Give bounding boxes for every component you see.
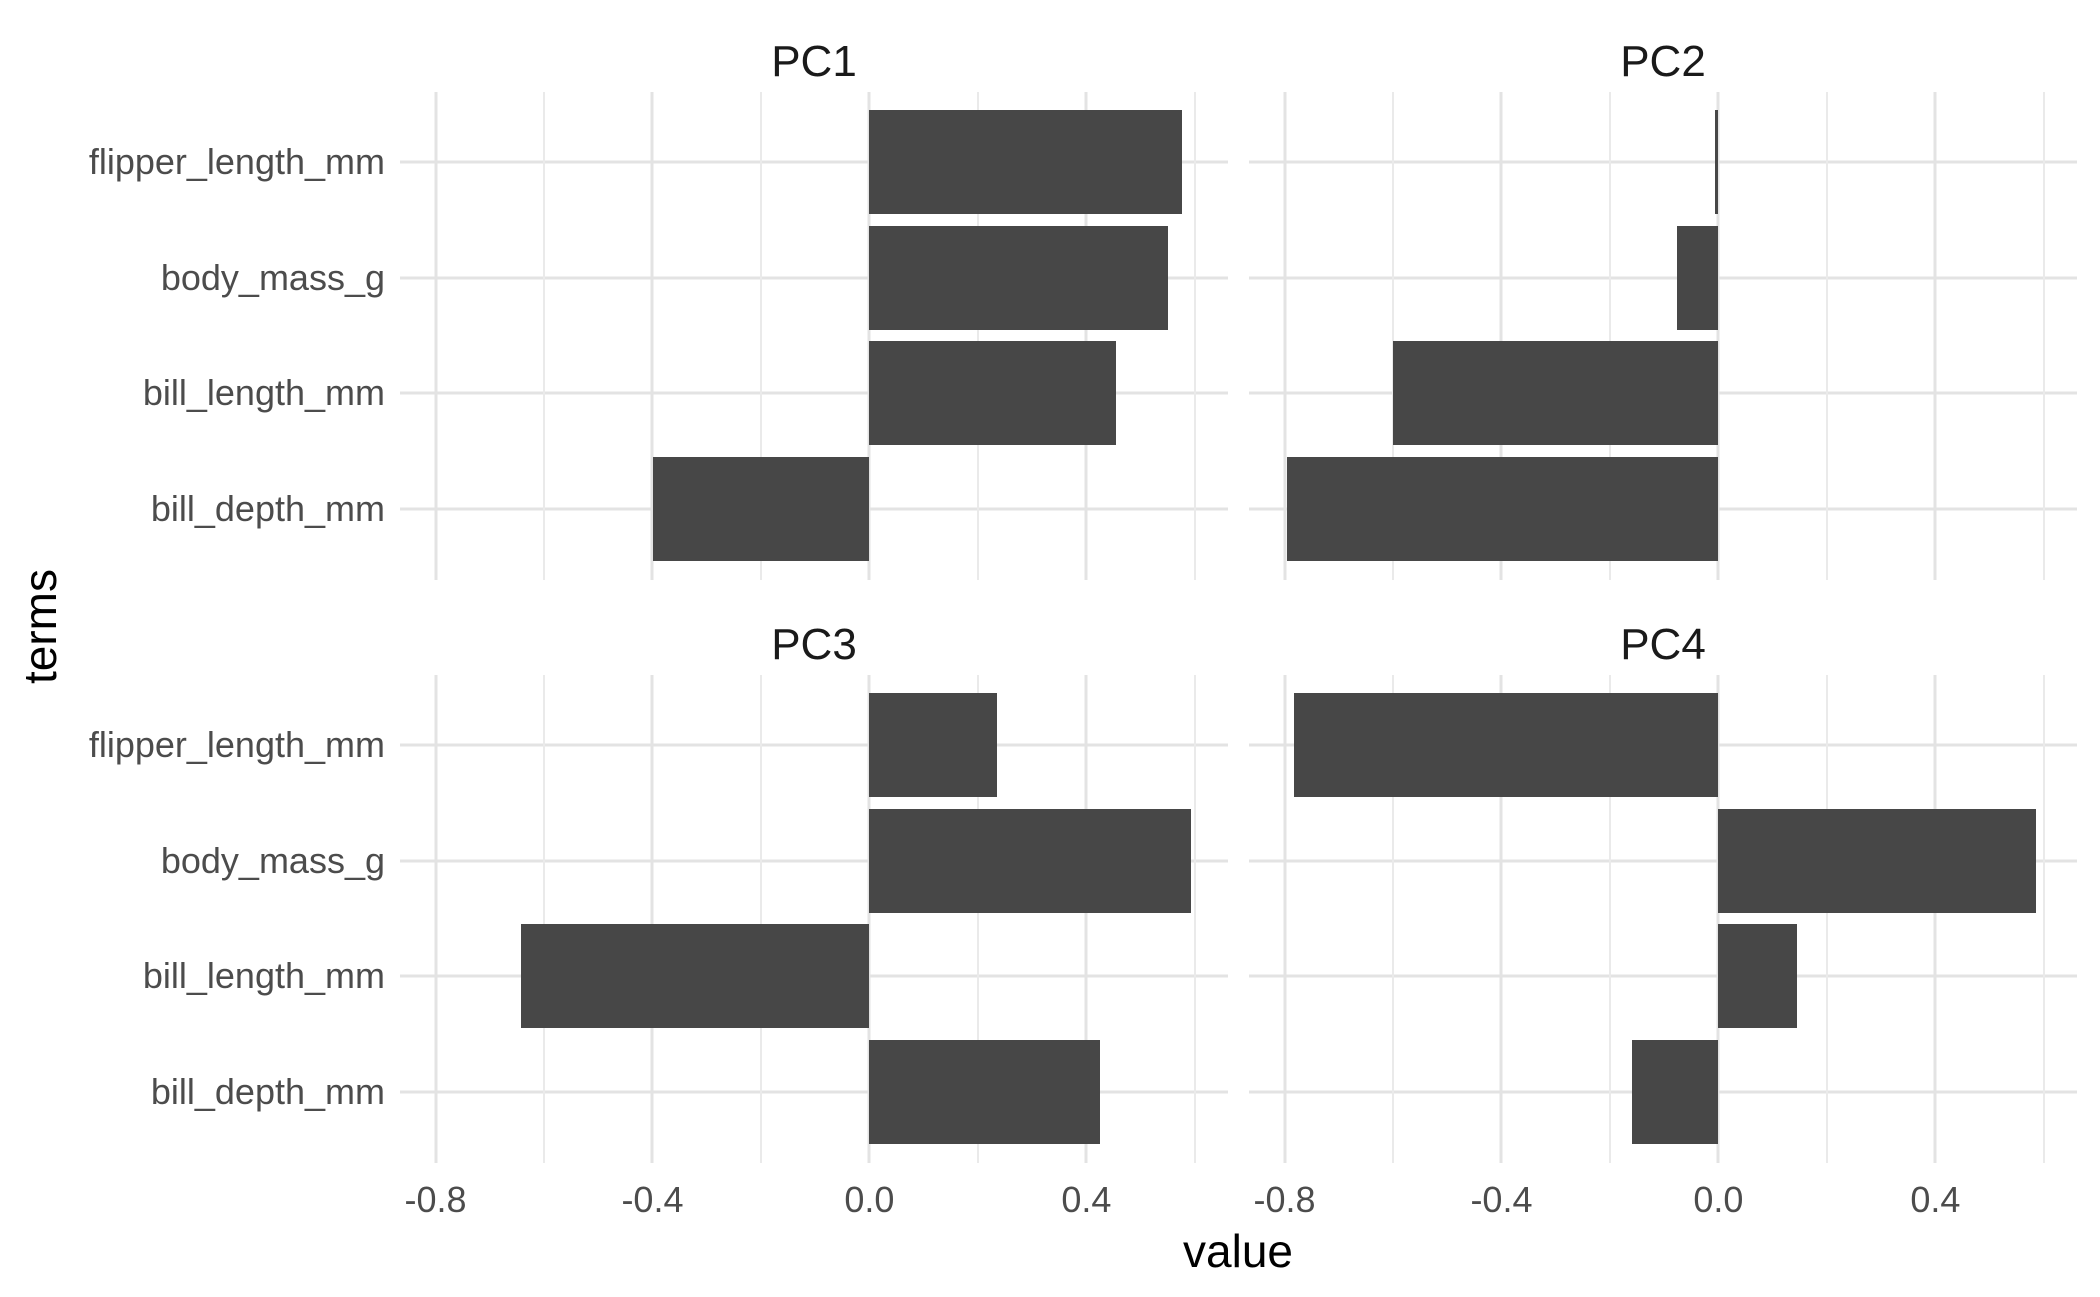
gridline-major-y [400,859,1228,863]
y-axis-category-label: flipper_length_mm [88,140,385,182]
x-tick-label: 0.0 [844,1179,895,1220]
bar-PC3-bill_length_mm [521,923,870,1028]
gridline-minor-x [759,675,762,1163]
y-axis-category-label: body_mass_g [160,256,385,298]
gridline-major-x [1716,675,1720,1163]
gridline-major-y [1249,276,2077,280]
gridline-major-x [1933,92,1937,580]
gridline-minor-x [1193,92,1196,580]
y-axis-category-label: bill_length_mm [142,954,385,996]
gridline-minor-x [1193,675,1196,1163]
x-tick-label: -0.8 [1253,1179,1316,1220]
y-axis-category-label: flipper_length_mm [88,723,385,765]
x-tick-label: -0.8 [404,1179,467,1220]
gridline-minor-x [1825,92,1828,580]
bar-PC4-flipper_length_mm [1294,692,1719,797]
y-axis-category-label: body_mass_g [160,839,385,881]
gridline-minor-x [543,675,545,1163]
gridline-major-y [1249,974,2077,978]
bar-PC2-bill_depth_mm [1286,456,1719,561]
gridline-major-y [1249,160,2077,164]
bar-PC2-flipper_length_mm [1715,109,1719,214]
y-axis-category-label: bill_depth_mm [150,1070,385,1112]
bar-PC1-flipper_length_mm [869,109,1183,214]
x-tick-label: 0.4 [1061,1179,1112,1220]
x-tick-label: 0.0 [1693,1179,1744,1220]
y-axis-title: terms [14,569,66,685]
gridline-major-x [1084,92,1088,580]
bar-PC4-bill_depth_mm [1631,1039,1719,1144]
gridline-major-x [1283,92,1287,580]
gridline-major-x [1084,675,1088,1163]
facet-panel-PC1 [400,92,1228,580]
gridline-major-x [1933,675,1937,1163]
gridline-major-x [434,675,438,1163]
x-tick-label: -0.4 [1470,1179,1533,1220]
gridline-minor-x [1608,92,1611,580]
gridline-major-x [867,92,871,580]
x-tick-label: -0.4 [621,1179,684,1220]
facet-panel-PC3 [400,675,1228,1163]
gridline-minor-x [1825,675,1828,1163]
x-axis-title: value [1183,1225,1293,1277]
gridline-major-y [400,1090,1228,1094]
gridline-major-x [650,675,654,1163]
bar-PC4-body_mass_g [1718,808,2036,913]
x-tick-label: 0.4 [1910,1179,1961,1220]
gridline-major-y [400,391,1228,395]
gridline-major-x [434,92,438,580]
facet-strip-PC1: PC1 [771,37,857,86]
facet-panel-PC4 [1249,675,2077,1163]
facet-panel-PC2 [1249,92,2077,580]
y-axis-category-label: bill_length_mm [142,371,385,413]
gridline-major-y [400,160,1228,164]
gridline-major-y [400,276,1228,280]
gridline-minor-x [2042,92,2045,580]
gridline-major-y [1249,859,2077,863]
facet-strip-PC4: PC4 [1620,620,1706,669]
gridline-major-x [1499,675,1503,1163]
bar-PC1-bill_depth_mm [653,456,870,561]
gridline-major-x [1499,92,1503,580]
gridline-major-x [1283,675,1287,1163]
gridline-minor-x [1392,92,1394,580]
gridline-minor-x [976,92,979,580]
gridline-major-x [1716,92,1720,580]
bar-PC3-bill_depth_mm [869,1039,1101,1144]
bar-PC1-body_mass_g [869,225,1168,330]
bar-PC3-body_mass_g [869,808,1191,913]
gridline-minor-x [1392,675,1394,1163]
gridline-major-x [867,675,871,1163]
bar-PC1-bill_length_mm [869,340,1116,445]
bar-PC2-body_mass_g [1677,225,1719,330]
gridline-minor-x [1608,675,1611,1163]
gridline-minor-x [759,92,762,580]
gridline-minor-x [543,92,545,580]
gridline-minor-x [2042,675,2045,1163]
facet-strip-PC2: PC2 [1620,37,1706,86]
bar-PC2-bill_length_mm [1393,340,1719,445]
y-axis-category-label: bill_depth_mm [150,487,385,529]
gridline-minor-x [976,675,979,1163]
bar-PC4-bill_length_mm [1718,923,1798,1028]
gridline-major-y [400,743,1228,747]
facet-strip-PC3: PC3 [771,620,857,669]
gridline-major-x [650,92,654,580]
bar-PC3-flipper_length_mm [869,692,998,797]
